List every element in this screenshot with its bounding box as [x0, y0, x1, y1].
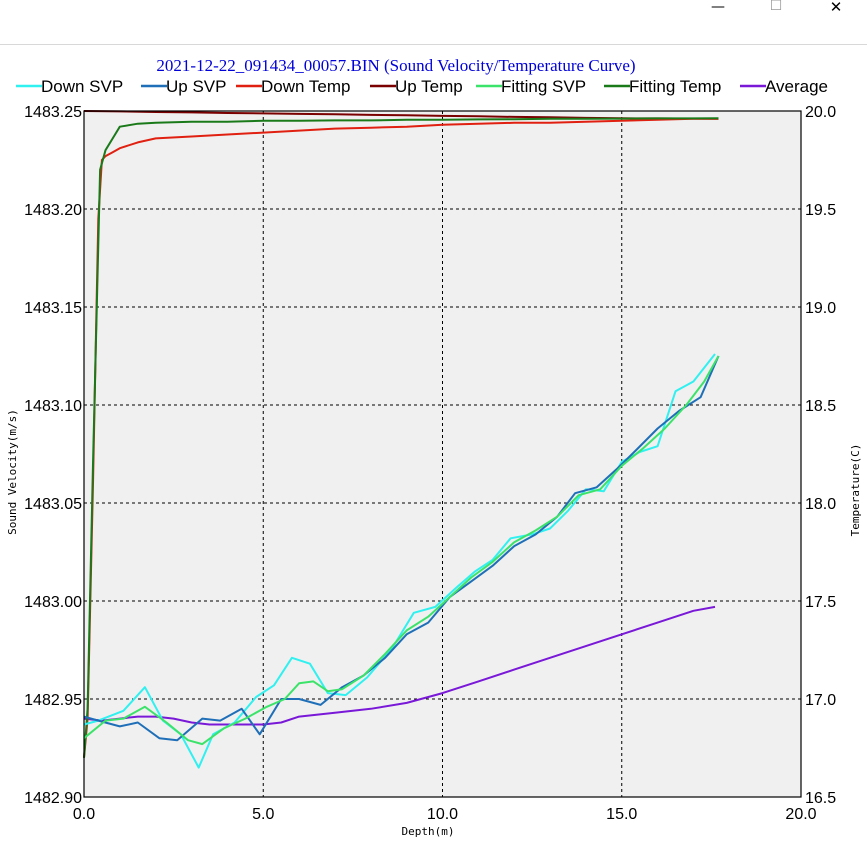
- plot-frame: [83, 110, 802, 798]
- y-tick-label: 1483.05: [24, 496, 82, 513]
- legend-entry-fitting-svp: Fitting SVP: [501, 77, 586, 96]
- y-tick-label: 1483.00: [24, 594, 82, 611]
- y-tick-label: 1482.90: [24, 790, 82, 807]
- window-titlebar: — ☐ ✕: [0, 0, 867, 44]
- average-series-line: [83, 605, 716, 726]
- y2-tick-label: 19.0: [805, 300, 836, 317]
- fitting-temp-series-line: [83, 117, 719, 758]
- y-tick-label: 1483.25: [24, 104, 82, 121]
- legend: Down SVP Up SVP Down Temp Up Temp Fitting SV…: [16, 77, 828, 96]
- legend-entry-up-svp: Up SVP: [166, 77, 226, 96]
- up-svp-series-line: [83, 355, 720, 742]
- y2-tick-label: 20.0: [805, 104, 836, 121]
- y2-tick-label: 18.0: [805, 496, 836, 513]
- y-tick-label: 1483.10: [24, 398, 82, 415]
- grid-lines: [84, 111, 801, 797]
- y-tick-label: 1483.15: [24, 300, 82, 317]
- maximize-button[interactable]: ☐: [769, 0, 783, 14]
- legend-entry-down-svp: Down SVP: [41, 77, 123, 96]
- y2-tick-label: 18.5: [805, 398, 836, 415]
- x-tick-label: 5.0: [252, 806, 274, 823]
- y2-axis-label: Temperature(C): [849, 444, 862, 537]
- x-tick-label: 10.0: [427, 806, 458, 823]
- x-tick-label: 0.0: [73, 806, 95, 823]
- chart-panel: 2021-12-22_091434_00057.BIN (Sound Veloc…: [0, 44, 867, 846]
- y-tick-label: 1482.95: [24, 692, 82, 709]
- legend-entry-down-temp: Down Temp: [261, 77, 350, 96]
- axis-ticks: 0.0 5.0 10.0 15.0 20.0 1482.90 1482.95 1483.00 1…: [24, 104, 836, 823]
- series-layer: [83, 110, 720, 769]
- y2-tick-label: 17.5: [805, 594, 836, 611]
- y-axis-label: Sound Velocity(m/s): [6, 409, 19, 535]
- x-tick-label: 15.0: [606, 806, 637, 823]
- legend-entry-average: Average: [765, 77, 828, 96]
- y-tick-label: 1483.20: [24, 202, 82, 219]
- legend-entry-up-temp: Up Temp: [395, 77, 463, 96]
- close-button[interactable]: ✕: [829, 0, 843, 16]
- legend-entry-fitting-temp: Fitting Temp: [629, 77, 721, 96]
- y2-tick-label: 17.0: [805, 692, 836, 709]
- sound-velocity-temperature-chart: 2021-12-22_091434_00057.BIN (Sound Veloc…: [6, 56, 862, 838]
- minimize-button[interactable]: —: [711, 0, 725, 15]
- y2-tick-label: 16.5: [805, 790, 836, 807]
- y2-tick-label: 19.5: [805, 202, 836, 219]
- fitting-svp-series-line: [83, 355, 720, 746]
- chart-title: 2021-12-22_091434_00057.BIN (Sound Veloc…: [156, 56, 635, 75]
- x-axis-label: Depth(m): [402, 825, 455, 838]
- x-tick-label: 20.0: [785, 806, 816, 823]
